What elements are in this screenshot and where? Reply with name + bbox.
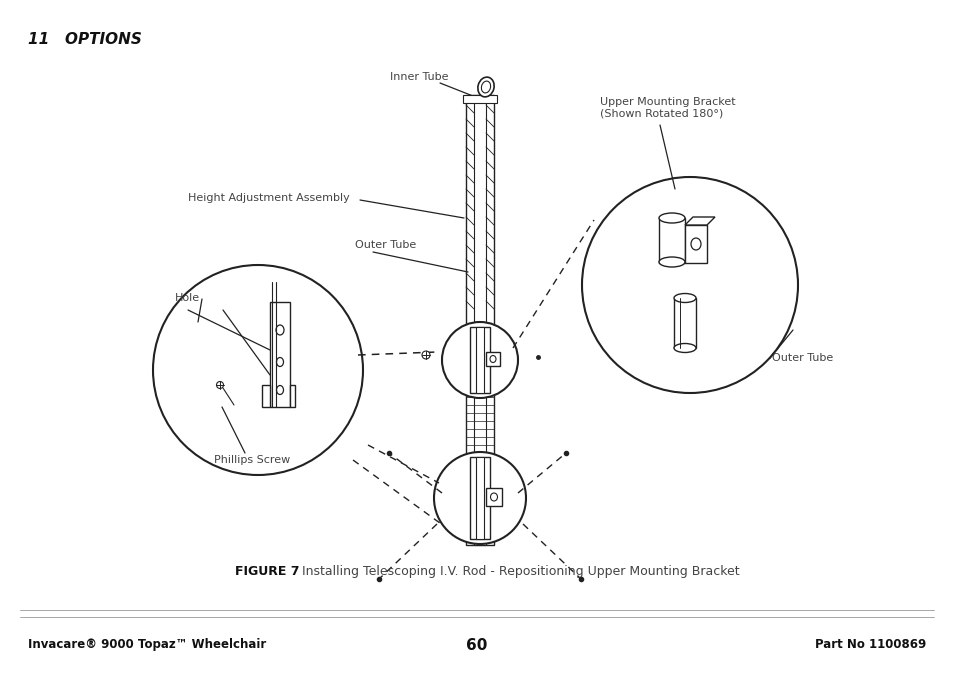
Circle shape — [434, 452, 525, 544]
Bar — [485, 352, 499, 366]
Ellipse shape — [490, 355, 496, 363]
Ellipse shape — [673, 344, 696, 353]
Ellipse shape — [659, 257, 684, 267]
Bar — [476, 327, 483, 393]
Text: Phillips Screw: Phillips Screw — [213, 455, 290, 465]
Text: Height Adjustment Assembly: Height Adjustment Assembly — [188, 193, 350, 203]
Bar — [470, 457, 490, 539]
Text: Part No 1100869: Part No 1100869 — [814, 638, 925, 651]
Ellipse shape — [490, 493, 497, 501]
Circle shape — [441, 322, 517, 398]
Text: 11   OPTIONS: 11 OPTIONS — [28, 32, 142, 47]
Bar — [476, 457, 483, 539]
Text: 60: 60 — [466, 638, 487, 653]
Bar — [462, 95, 497, 103]
Ellipse shape — [673, 293, 696, 303]
Bar — [673, 298, 696, 348]
Bar — [290, 385, 294, 407]
Text: Invacare® 9000 Topaz™ Wheelchair: Invacare® 9000 Topaz™ Wheelchair — [28, 638, 266, 651]
Ellipse shape — [690, 238, 700, 250]
Text: Installing Telescoping I.V. Rod - Repositioning Upper Mounting Bracket: Installing Telescoping I.V. Rod - Reposi… — [290, 565, 739, 578]
Bar — [485, 488, 501, 506]
Text: Upper Mounting Bracket
(Shown Rotated 180°): Upper Mounting Bracket (Shown Rotated 18… — [599, 97, 735, 119]
Bar — [659, 218, 684, 263]
Circle shape — [581, 177, 797, 393]
Bar — [474, 95, 485, 545]
Text: Outer Tube: Outer Tube — [355, 240, 416, 250]
Bar — [262, 385, 270, 407]
Text: FIGURE 7: FIGURE 7 — [234, 565, 299, 578]
Ellipse shape — [276, 357, 283, 367]
Ellipse shape — [659, 213, 684, 223]
Ellipse shape — [481, 81, 490, 93]
Ellipse shape — [275, 325, 284, 335]
Ellipse shape — [216, 381, 223, 388]
Ellipse shape — [276, 386, 283, 394]
Bar — [270, 302, 290, 407]
Text: Hole: Hole — [174, 293, 200, 303]
Bar — [470, 327, 490, 393]
Polygon shape — [684, 217, 714, 225]
Bar — [465, 95, 494, 545]
Bar — [684, 225, 706, 263]
Text: Outer Tube: Outer Tube — [771, 353, 832, 363]
Circle shape — [152, 265, 363, 475]
Ellipse shape — [477, 77, 494, 97]
Text: Inner Tube: Inner Tube — [390, 72, 448, 82]
Ellipse shape — [421, 351, 430, 359]
